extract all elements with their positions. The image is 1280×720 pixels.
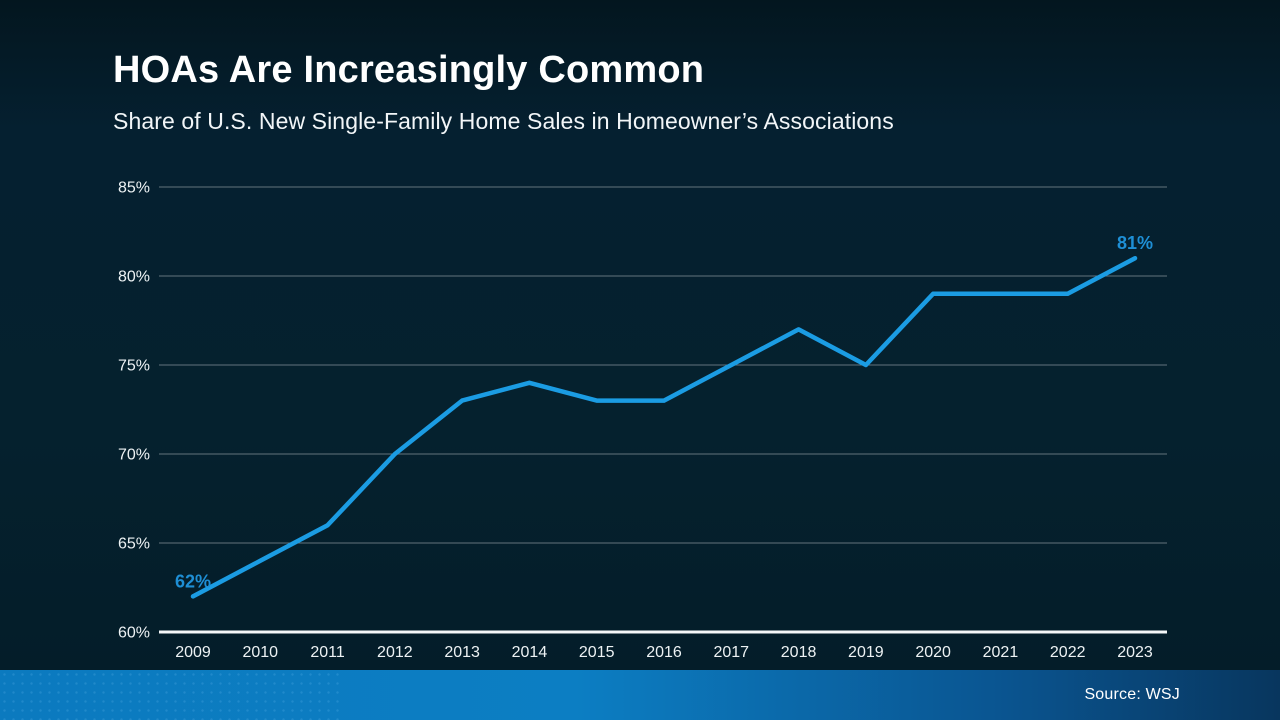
footer-bar: Source: WSJ (0, 670, 1280, 720)
x-tick-label: 2015 (579, 644, 615, 661)
y-tick-label: 85% (118, 180, 150, 197)
value-annotation: 81% (1117, 233, 1153, 253)
value-annotation: 62% (175, 571, 211, 591)
x-tick-label: 2009 (175, 644, 211, 661)
x-tick-label: 2012 (377, 644, 413, 661)
data-line (190, 255, 1138, 599)
x-tick-label: 2020 (915, 644, 951, 661)
y-tick-label: 70% (118, 447, 150, 464)
x-tick-label: 2016 (646, 644, 682, 661)
y-tick-label: 75% (118, 358, 150, 375)
x-tick-label: 2021 (983, 644, 1019, 661)
x-tick-label: 2010 (242, 644, 278, 661)
chart-title: HOAs Are Increasingly Common (113, 49, 705, 91)
x-tick-label: 2013 (444, 644, 480, 661)
y-tick-label: 60% (118, 625, 150, 642)
x-tick-label: 2014 (512, 644, 548, 661)
y-tick-label: 65% (118, 536, 150, 553)
x-tick-label: 2023 (1117, 644, 1153, 661)
chart-subtitle: Share of U.S. New Single-Family Home Sal… (113, 107, 894, 134)
x-tick-label: 2018 (781, 644, 817, 661)
x-tick-label: 2019 (848, 644, 884, 661)
x-tick-label: 2011 (310, 644, 345, 661)
x-tick-label: 2022 (1050, 644, 1086, 661)
source-label: Source: WSJ (1084, 686, 1180, 703)
x-tick-label: 2017 (713, 644, 749, 661)
y-tick-label: 80% (118, 269, 150, 286)
chart-header: HOAs Are Increasingly Common Share of U.… (113, 49, 894, 135)
